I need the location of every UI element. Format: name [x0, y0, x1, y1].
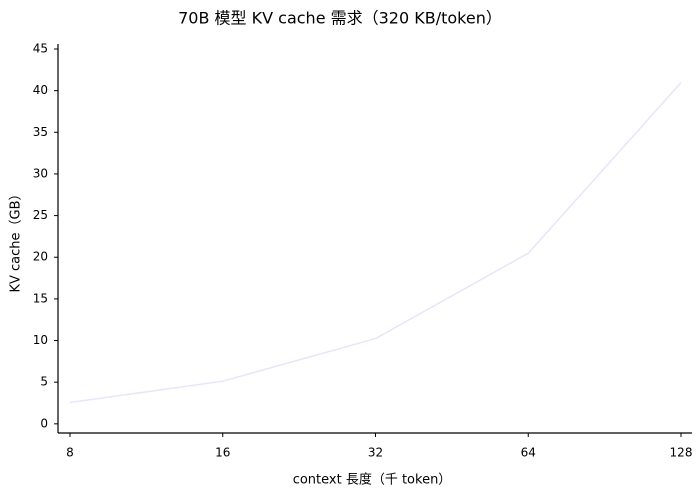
- y-tick-label: 25: [33, 208, 48, 222]
- y-tick-label: 5: [40, 375, 48, 389]
- y-tick-label: 40: [33, 83, 48, 97]
- y-axis-label: KV cache（GB）: [9, 187, 24, 292]
- y-tick-label: 15: [33, 291, 48, 305]
- chart-title: 70B 模型 KV cache 需求（320 KB/token）: [178, 9, 502, 28]
- y-tick-label: 45: [33, 41, 48, 55]
- x-tick-label: 32: [368, 446, 383, 460]
- y-tick-label: 20: [33, 250, 48, 264]
- y-tick-label: 0: [40, 416, 48, 430]
- line: [69, 82, 682, 404]
- x-axis-label: context 長度（千 token）: [293, 472, 452, 488]
- x-tick-label: 8: [66, 446, 74, 460]
- y-tick-label: 35: [33, 125, 48, 139]
- y-tick-label: 30: [33, 166, 48, 180]
- x-tick-label: 64: [521, 446, 536, 460]
- x-tick-label: 128: [670, 446, 693, 460]
- x-tick-label: 16: [215, 446, 230, 460]
- y-tick-label: 10: [33, 333, 48, 347]
